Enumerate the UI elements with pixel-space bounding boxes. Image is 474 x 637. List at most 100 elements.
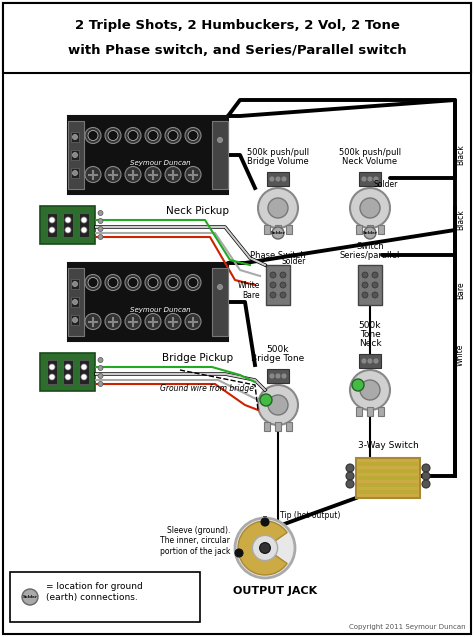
Bar (358, 462, 418, 466)
Circle shape (361, 176, 367, 182)
Circle shape (65, 227, 71, 233)
Bar (356, 458, 420, 498)
Bar (275, 225, 281, 234)
Bar (267, 369, 289, 383)
Circle shape (49, 374, 55, 380)
Circle shape (105, 275, 121, 290)
Bar (79, 360, 89, 384)
Bar (358, 483, 418, 487)
Circle shape (73, 299, 78, 304)
Circle shape (49, 227, 55, 233)
Bar (358, 490, 418, 494)
Circle shape (268, 395, 288, 415)
Circle shape (105, 127, 121, 143)
Text: W G B R: W G B R (43, 247, 77, 256)
Bar (68, 263, 228, 341)
Bar (356, 407, 362, 416)
Text: OUTPUT JACK: OUTPUT JACK (233, 586, 317, 596)
Text: White: White (456, 344, 465, 366)
Text: 3-Way Switch: 3-Way Switch (357, 441, 419, 450)
Text: Bridge Volume: Bridge Volume (247, 157, 309, 166)
Circle shape (422, 464, 430, 472)
Bar (286, 422, 292, 431)
Circle shape (252, 536, 278, 561)
Text: Black: Black (456, 210, 465, 231)
Circle shape (280, 292, 286, 298)
Circle shape (85, 313, 101, 329)
Circle shape (165, 313, 181, 329)
Circle shape (98, 218, 103, 224)
Bar (212, 268, 228, 336)
Circle shape (373, 176, 379, 182)
Circle shape (22, 589, 38, 605)
Circle shape (98, 210, 103, 215)
Circle shape (188, 278, 198, 287)
Circle shape (258, 385, 298, 425)
Circle shape (88, 131, 98, 141)
Bar (359, 354, 381, 368)
Circle shape (270, 282, 276, 288)
Circle shape (185, 127, 201, 143)
Circle shape (261, 518, 269, 526)
Text: Tone: Tone (360, 330, 380, 339)
Bar (71, 279, 79, 289)
Circle shape (148, 278, 158, 287)
Circle shape (275, 176, 281, 182)
Bar (3, 3, 471, 73)
Circle shape (98, 234, 103, 240)
Circle shape (165, 127, 181, 143)
Bar (286, 225, 292, 234)
Bar (68, 116, 228, 194)
Bar (356, 225, 362, 234)
Circle shape (105, 166, 121, 182)
Circle shape (372, 272, 378, 278)
Circle shape (88, 278, 98, 287)
Text: Bare: Bare (242, 290, 260, 299)
Circle shape (350, 370, 390, 410)
Bar (71, 150, 79, 160)
Text: Bridge Pickup: Bridge Pickup (163, 353, 234, 363)
Text: Neck Volume: Neck Volume (342, 157, 398, 166)
Circle shape (65, 374, 71, 380)
Circle shape (281, 373, 287, 379)
Text: Solder: Solder (374, 180, 398, 189)
Circle shape (364, 227, 376, 239)
Circle shape (73, 152, 78, 157)
Circle shape (98, 382, 103, 387)
Circle shape (269, 373, 275, 379)
Circle shape (81, 364, 87, 370)
Text: = location for ground
(earth) connections.: = location for ground (earth) connection… (46, 582, 143, 602)
Circle shape (235, 518, 295, 578)
Circle shape (49, 364, 55, 370)
Circle shape (108, 278, 118, 287)
Text: Sleeve (ground).
The inner, circular
portion of the jack: Sleeve (ground). The inner, circular por… (160, 526, 230, 556)
Circle shape (73, 134, 78, 140)
Text: 500k: 500k (359, 321, 381, 330)
Circle shape (360, 198, 380, 218)
Bar (79, 213, 89, 237)
Circle shape (125, 313, 141, 329)
Text: Neck: Neck (359, 339, 381, 348)
Text: Series/parallel: Series/parallel (340, 251, 400, 260)
Circle shape (49, 217, 55, 223)
Circle shape (258, 188, 298, 228)
Bar (40, 353, 95, 391)
Circle shape (270, 292, 276, 298)
Bar (47, 213, 57, 237)
Text: White: White (237, 280, 260, 289)
Text: Copyright 2011 Seymour Duncan: Copyright 2011 Seymour Duncan (349, 624, 466, 630)
Circle shape (65, 217, 71, 223)
Circle shape (269, 176, 275, 182)
Circle shape (165, 166, 181, 182)
Circle shape (185, 166, 201, 182)
Bar (264, 225, 270, 234)
Bar (358, 476, 418, 480)
Circle shape (268, 198, 288, 218)
Circle shape (367, 176, 373, 182)
Circle shape (270, 272, 276, 278)
Circle shape (108, 131, 118, 141)
Circle shape (81, 217, 87, 223)
Bar (63, 360, 73, 384)
Circle shape (362, 282, 368, 288)
Circle shape (367, 358, 373, 364)
